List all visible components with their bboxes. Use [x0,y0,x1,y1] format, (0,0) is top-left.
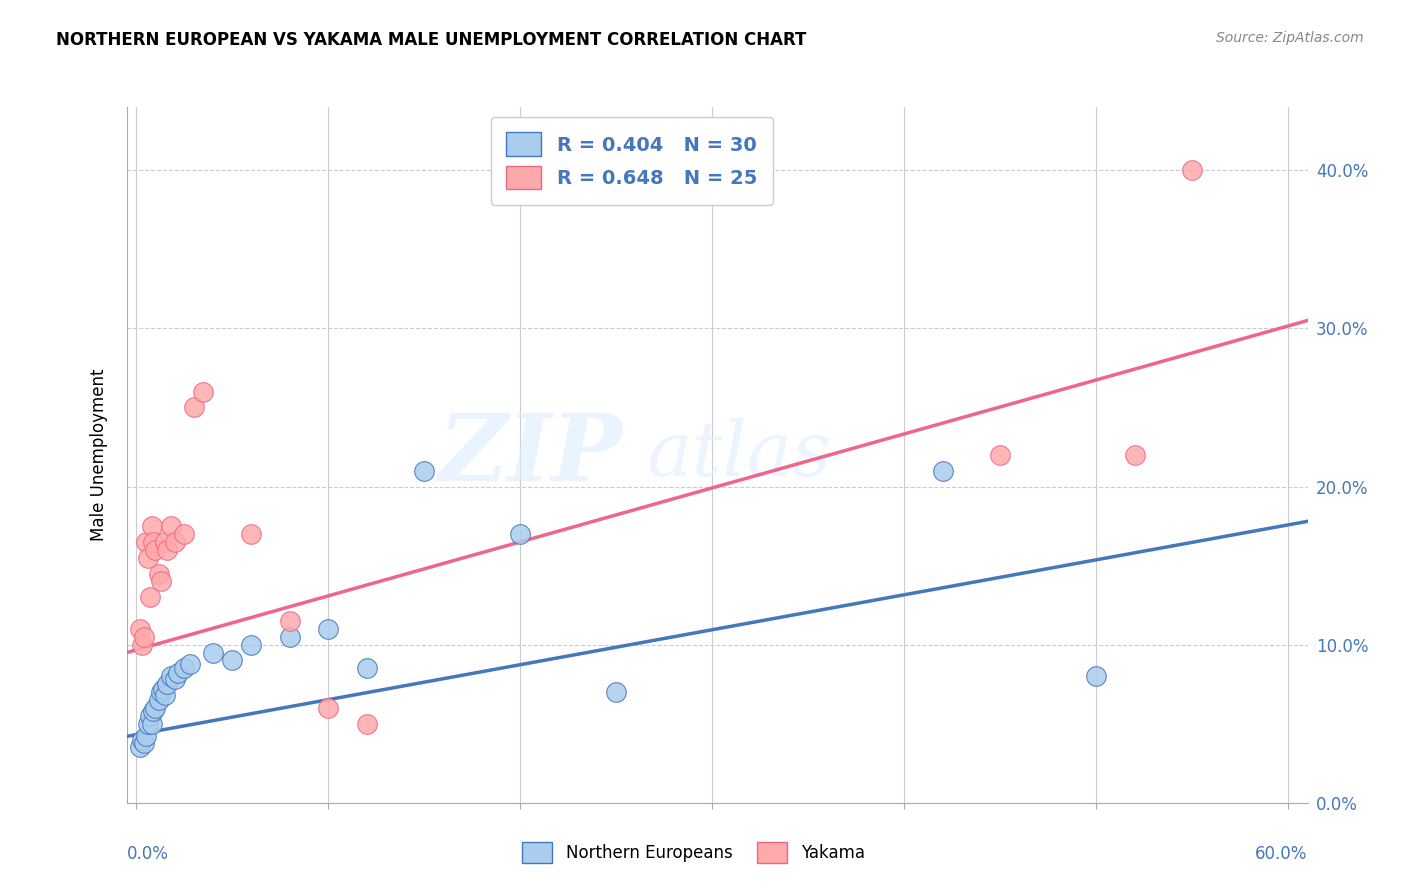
Text: atlas: atlas [647,418,831,491]
Point [142,534,165,549]
Point [138,591,160,605]
Point [1085,669,1108,683]
Point [240,638,263,652]
Point [159,669,181,683]
Point [509,527,531,541]
Point [173,527,195,541]
Text: ZIP: ZIP [439,410,623,500]
Point [152,681,174,696]
Point [316,701,339,715]
Point [193,384,215,399]
Point [201,646,224,660]
Point [1123,448,1146,462]
Point [183,401,205,415]
Point [931,464,953,478]
Point [143,701,166,715]
Point [1181,163,1204,178]
Point [132,736,155,750]
Point [141,519,163,533]
Point [316,622,339,636]
Point [150,685,173,699]
Point [135,534,157,549]
Point [136,716,159,731]
Point [150,574,173,589]
Text: 60.0%: 60.0% [1256,845,1308,863]
Point [163,534,186,549]
Text: NORTHERN EUROPEAN VS YAKAMA MALE UNEMPLOYMENT CORRELATION CHART: NORTHERN EUROPEAN VS YAKAMA MALE UNEMPLO… [56,31,807,49]
Text: Source: ZipAtlas.com: Source: ZipAtlas.com [1216,31,1364,45]
Point [179,657,201,671]
Legend: Northern Europeans, Yakama: Northern Europeans, Yakama [510,830,876,874]
Point [131,732,153,747]
Point [143,542,166,557]
Point [356,661,378,675]
Point [167,666,190,681]
Point [129,622,152,636]
Point [163,673,186,687]
Point [136,550,159,565]
Point [605,685,627,699]
Point [153,534,176,549]
Point [131,638,153,652]
Point [159,519,181,533]
Point [156,542,179,557]
Point [278,614,301,628]
Point [142,704,165,718]
Point [221,653,243,667]
Point [413,464,436,478]
Point [153,688,176,702]
Point [988,448,1011,462]
Point [356,716,378,731]
Point [129,740,152,755]
Point [141,716,163,731]
Point [132,630,155,644]
Point [135,730,157,744]
Point [156,677,179,691]
Point [278,630,301,644]
Text: 0.0%: 0.0% [127,845,169,863]
Point [240,527,263,541]
Point [148,693,170,707]
Y-axis label: Male Unemployment: Male Unemployment [90,368,108,541]
Point [173,661,195,675]
Point [148,566,170,581]
Point [138,708,160,723]
